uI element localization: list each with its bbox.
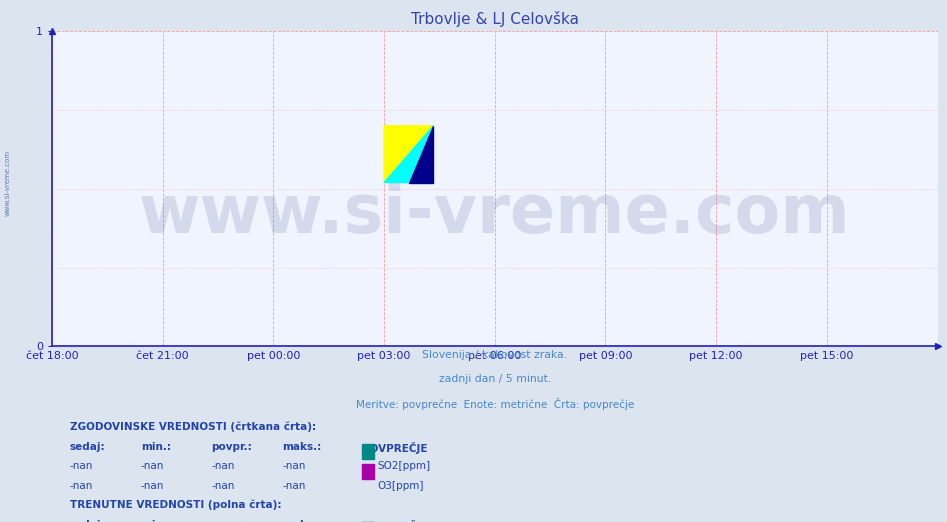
Text: sedaj:: sedaj: — [70, 520, 105, 522]
Text: povpr.:: povpr.: — [211, 442, 252, 452]
Text: maks.:: maks.: — [282, 442, 322, 452]
Text: -nan: -nan — [282, 460, 306, 470]
Text: -nan: -nan — [211, 481, 235, 491]
Text: -nan: -nan — [211, 460, 235, 470]
Text: Slovenija / kakovost zraka.: Slovenija / kakovost zraka. — [422, 350, 567, 360]
Text: sedaj:: sedaj: — [70, 442, 105, 452]
Text: TRENUTNE VREDNOSTI (polna črta):: TRENUTNE VREDNOSTI (polna črta): — [70, 500, 281, 510]
Text: -nan: -nan — [140, 460, 164, 470]
Text: O3[ppm]: O3[ppm] — [377, 481, 423, 491]
Text: www.si-vreme.com: www.si-vreme.com — [5, 150, 10, 216]
Text: -nan: -nan — [70, 481, 93, 491]
Text: min.:: min.: — [140, 442, 170, 452]
Text: ZGODOVINSKE VREDNOSTI (črtkana črta):: ZGODOVINSKE VREDNOSTI (črtkana črta): — [70, 421, 316, 432]
Text: SO2[ppm]: SO2[ppm] — [377, 460, 430, 470]
Text: POVPREČJE: POVPREČJE — [362, 520, 427, 522]
Text: maks.:: maks.: — [282, 520, 322, 522]
Text: POVPREČJE: POVPREČJE — [362, 442, 427, 454]
Text: www.si-vreme.com: www.si-vreme.com — [139, 181, 850, 247]
Text: zadnji dan / 5 minut.: zadnji dan / 5 minut. — [438, 374, 551, 384]
Text: Meritve: povprečne  Enote: metrične  Črta: povprečje: Meritve: povprečne Enote: metrične Črta:… — [356, 398, 634, 410]
Polygon shape — [384, 126, 434, 183]
Polygon shape — [384, 126, 434, 183]
Text: -nan: -nan — [282, 481, 306, 491]
Bar — [362, 444, 373, 459]
Title: Trbovlje & LJ Celovška: Trbovlje & LJ Celovška — [411, 11, 579, 27]
Text: povpr.:: povpr.: — [211, 520, 252, 522]
Bar — [362, 464, 373, 479]
Text: -nan: -nan — [70, 460, 93, 470]
Polygon shape — [409, 126, 434, 183]
Text: -nan: -nan — [140, 481, 164, 491]
Text: min.:: min.: — [140, 520, 170, 522]
